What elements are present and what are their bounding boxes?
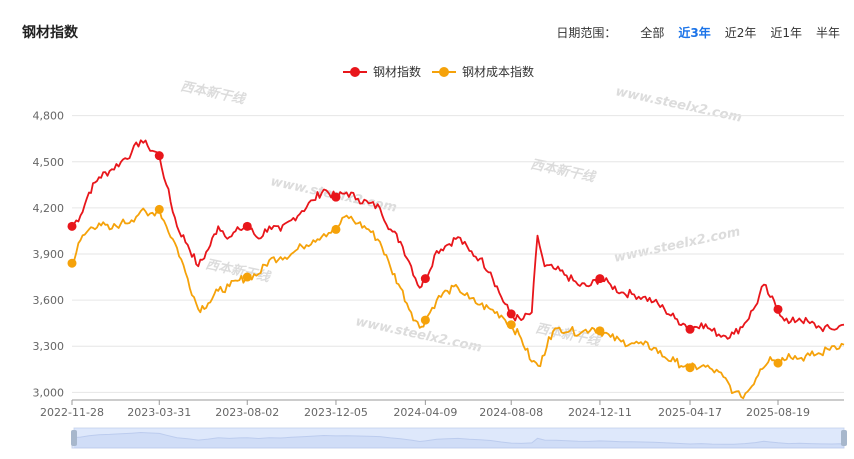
data-point-steel [595, 274, 605, 284]
y-tick-label: 3,600 [33, 294, 65, 307]
watermark-url-3: www.steelx2.com [613, 224, 742, 265]
data-point-steel [685, 324, 695, 334]
series-line-steel [71, 139, 845, 340]
x-tick-label: 2023-03-31 [127, 406, 191, 419]
x-tick-label: 2025-04-17 [658, 406, 722, 419]
x-tick-label: 2023-08-02 [215, 406, 279, 419]
watermark-brand-1: 西本新干线 [179, 78, 248, 108]
y-tick-label: 3,300 [33, 340, 65, 353]
watermark-url-4: www.steelx2.com [354, 314, 483, 355]
data-point-steel [506, 309, 516, 319]
watermark: 西本新干线 www.steelx2.com 西本新干线 www.steelx2.… [179, 78, 743, 355]
data-point-steel [154, 151, 164, 161]
data-point-cost [595, 326, 605, 336]
data-point-steel [242, 221, 252, 231]
watermark-brand-3: 西本新干线 [534, 320, 603, 350]
legend-item-steel[interactable]: 钢材指数 [343, 64, 421, 79]
watermark-url-1: www.steelx2.com [614, 84, 743, 125]
legend-marker-cost [439, 67, 449, 77]
series-group [67, 139, 845, 400]
zoom-handle-left[interactable] [71, 430, 77, 446]
date-range-selector: 日期范围： 全部 近3年 近2年 近1年 半年 [556, 24, 842, 41]
y-tick-label: 4,200 [33, 202, 65, 215]
data-point-steel [420, 274, 430, 284]
legend-marker-steel [350, 67, 360, 77]
watermark-brand-4: 西本新干线 [204, 256, 273, 286]
x-tick-label: 2024-08-08 [479, 406, 543, 419]
data-zoom-slider[interactable] [71, 427, 847, 449]
data-point-cost [420, 315, 430, 325]
range-option-6m[interactable]: 半年 [815, 26, 840, 40]
y-tick-label: 3,000 [33, 386, 65, 399]
zoom-handle-right[interactable] [841, 430, 847, 446]
x-tick-label: 2023-12-05 [304, 406, 368, 419]
data-point-cost [773, 358, 783, 368]
watermark-brand-2: 西本新干线 [529, 156, 598, 186]
range-option-1y[interactable]: 近1年 [770, 26, 802, 40]
y-tick-label: 3,900 [33, 248, 65, 261]
legend-label-steel: 钢材指数 [373, 64, 421, 79]
y-axis: 3,000 3,300 3,600 3,900 4,200 4,500 4,800 [33, 110, 65, 400]
data-point-steel [773, 304, 783, 314]
range-option-3y[interactable]: 近3年 [678, 26, 711, 40]
series-line-cost [71, 207, 845, 400]
x-tick-label: 2024-12-11 [568, 406, 632, 419]
data-point-steel [67, 221, 77, 231]
zoom-window[interactable] [74, 428, 844, 448]
x-tick-label: 2022-11-28 [40, 406, 104, 419]
grid [72, 115, 844, 393]
data-point-cost [685, 363, 695, 373]
range-option-2y[interactable]: 近2年 [724, 26, 757, 40]
page-title: 钢材指数 [22, 25, 78, 41]
legend-label-cost: 钢材成本指数 [462, 64, 534, 79]
data-point-cost [154, 204, 164, 214]
data-point-cost [506, 320, 516, 330]
range-option-all[interactable]: 全部 [640, 26, 665, 40]
x-axis: 2022-11-28 2023-03-31 2023-08-02 2023-12-05… [40, 399, 844, 419]
date-range-label: 日期范围： [556, 26, 617, 40]
y-tick-label: 4,500 [33, 156, 65, 169]
y-tick-label: 4,800 [33, 110, 65, 123]
data-point-cost [242, 272, 252, 282]
data-point-steel [331, 192, 341, 202]
x-tick-label: 2025-08-19 [746, 406, 810, 419]
x-tick-label: 2024-04-09 [393, 406, 457, 419]
data-point-cost [331, 224, 341, 234]
zoom-preview [71, 431, 845, 449]
legend: 钢材指数 钢材成本指数 [343, 64, 534, 79]
data-point-cost [67, 258, 77, 268]
legend-item-cost[interactable]: 钢材成本指数 [432, 64, 534, 79]
